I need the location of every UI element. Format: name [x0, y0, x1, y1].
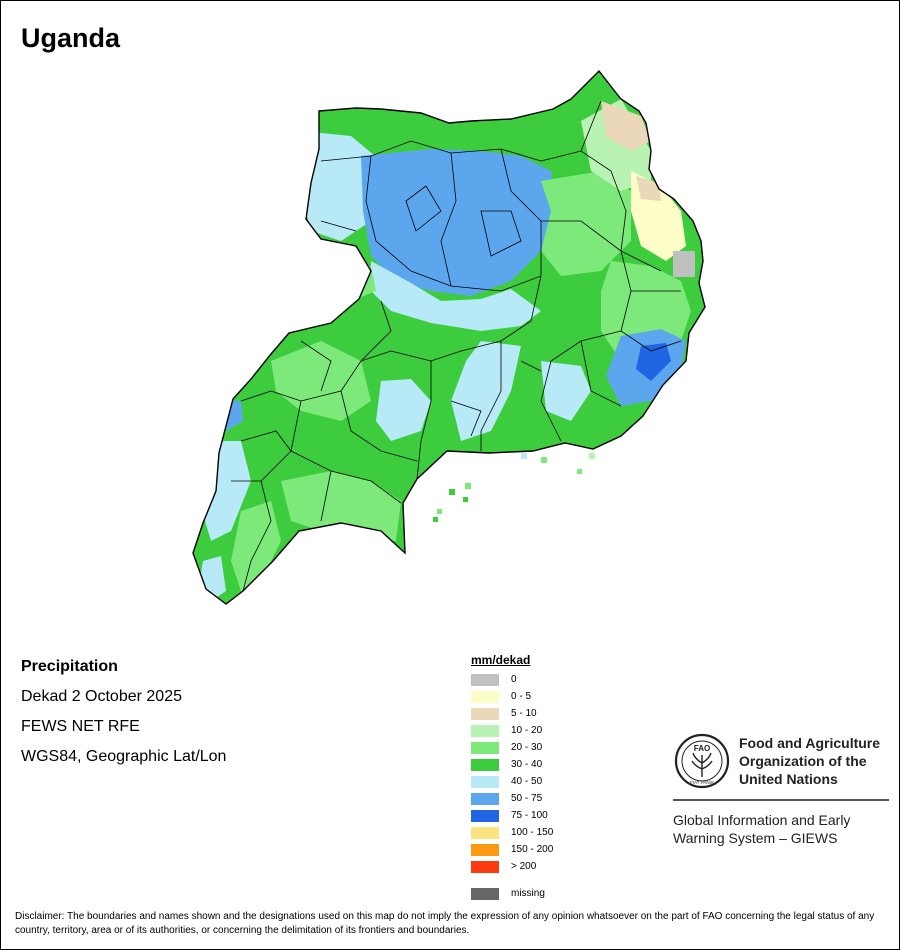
legend-swatch — [471, 758, 499, 771]
precipitation-map — [192, 69, 706, 605]
legend-label: 0 — [511, 674, 517, 685]
fao-organization-name: Food and Agriculture Organization of the… — [739, 734, 880, 788]
legend-label: 100 - 150 — [511, 827, 554, 838]
info-heading: Precipitation — [21, 658, 118, 675]
fao-divider — [673, 799, 889, 801]
legend-label: 20 - 30 — [511, 742, 543, 753]
legend-label: 5 - 10 — [511, 708, 537, 719]
legend-label: missing — [511, 888, 545, 899]
legend-label: 10 - 20 — [511, 725, 543, 736]
legend-item: 100 - 150 — [471, 824, 553, 841]
legend-swatch — [471, 792, 499, 805]
legend-label: 40 - 50 — [511, 776, 543, 787]
legend-swatch — [471, 843, 499, 856]
giews-name: Global Information and Early Warning Sys… — [673, 811, 889, 847]
giews-line: Warning System – GIEWS — [673, 830, 838, 846]
fao-block: FAO FIAT PANIS Food and Agriculture Orga… — [673, 733, 889, 847]
legend-swatch — [471, 860, 499, 873]
district-boundaries — [231, 100, 682, 592]
legend-swatch — [471, 809, 499, 822]
legend-item: 150 - 200 — [471, 841, 553, 858]
legend-label: > 200 — [511, 861, 537, 872]
legend-item: 10 - 20 — [471, 722, 553, 739]
legend-swatch — [471, 887, 499, 900]
legend-swatch — [471, 690, 499, 703]
legend-label: 0 - 5 — [511, 691, 532, 702]
info-projection: WGS84, Geographic Lat/Lon — [21, 748, 227, 765]
legend-items: 0 0 - 5 5 - 10 10 - 20 20 - 30 30 - 40 4… — [471, 671, 553, 902]
legend-item: 0 - 5 — [471, 688, 553, 705]
legend-swatch — [471, 724, 499, 737]
legend-swatch — [471, 673, 499, 686]
fao-logo-letters: FAO — [694, 744, 710, 753]
legend-label: 150 - 200 — [511, 844, 554, 855]
legend: mm/dekad 0 0 - 5 5 - 10 10 - 20 20 - 30 … — [471, 653, 553, 902]
legend-item: 20 - 30 — [471, 739, 553, 756]
legend-swatch — [471, 775, 499, 788]
disclaimer: Disclaimer: The boundaries and names sho… — [15, 911, 875, 936]
fao-logo-motto: FIAT PANIS — [690, 780, 714, 785]
legend-swatch — [471, 826, 499, 839]
legend-item: 50 - 75 — [471, 790, 553, 807]
legend-item: > 200 — [471, 858, 553, 875]
fao-logo-icon: FAO FIAT PANIS — [674, 733, 730, 789]
org-name-line: Organization of the — [739, 753, 867, 769]
legend-item: 0 — [471, 671, 553, 688]
rainfall-raster — [193, 71, 705, 604]
map-title: Uganda — [21, 23, 121, 53]
legend-item: 40 - 50 — [471, 773, 553, 790]
legend-item: 75 - 100 — [471, 807, 553, 824]
legend-title: mm/dekad — [471, 653, 531, 667]
map-info: Precipitation Dekad 2 October 2025 FEWS … — [21, 658, 226, 778]
legend-item-missing: missing — [471, 885, 553, 902]
org-name-line: United Nations — [739, 771, 838, 787]
legend-item: 5 - 10 — [471, 705, 553, 722]
legend-label: 50 - 75 — [511, 793, 543, 804]
legend-label: 30 - 40 — [511, 759, 543, 770]
legend-swatch — [471, 741, 499, 754]
legend-swatch — [471, 707, 499, 720]
legend-item: 30 - 40 — [471, 756, 553, 773]
info-source: FEWS NET RFE — [21, 718, 140, 735]
org-name-line: Food and Agriculture — [739, 735, 881, 751]
giews-line: Global Information and Early — [673, 812, 851, 828]
info-period: Dekad 2 October 2025 — [21, 688, 182, 705]
lake-victoria-islands — [433, 453, 595, 522]
legend-label: 75 - 100 — [511, 810, 548, 821]
country-outline — [192, 69, 706, 605]
